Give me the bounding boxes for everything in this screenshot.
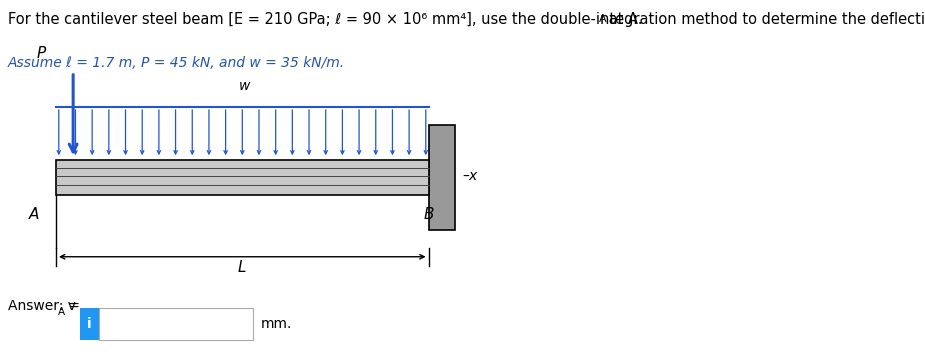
Text: mm.: mm.	[261, 317, 292, 331]
Bar	[80, 308, 99, 339]
Text: w: w	[239, 79, 250, 93]
Text: i: i	[87, 317, 92, 331]
Text: B: B	[424, 207, 434, 223]
Text: A: A	[29, 207, 39, 223]
Text: For the cantilever steel beam [E = 210 GPa; ℓ = 90 × 10⁶ mm⁴], use the double-in: For the cantilever steel beam [E = 210 G…	[8, 12, 925, 27]
Text: Assume ℓ = 1.7 m, P = 45 kN, and w = 35 kN/m.: Assume ℓ = 1.7 m, P = 45 kN, and w = 35 …	[8, 56, 345, 70]
Text: =: =	[64, 299, 80, 313]
Text: P: P	[37, 46, 46, 61]
Text: –x: –x	[462, 169, 478, 183]
Text: Answer: v: Answer: v	[8, 299, 76, 313]
Text: A: A	[58, 307, 66, 317]
Bar	[56, 160, 428, 195]
Text: A: A	[599, 15, 607, 24]
Text: at A.: at A.	[604, 12, 643, 27]
Text: L: L	[238, 260, 246, 275]
Bar	[99, 308, 253, 339]
Bar	[428, 125, 454, 230]
